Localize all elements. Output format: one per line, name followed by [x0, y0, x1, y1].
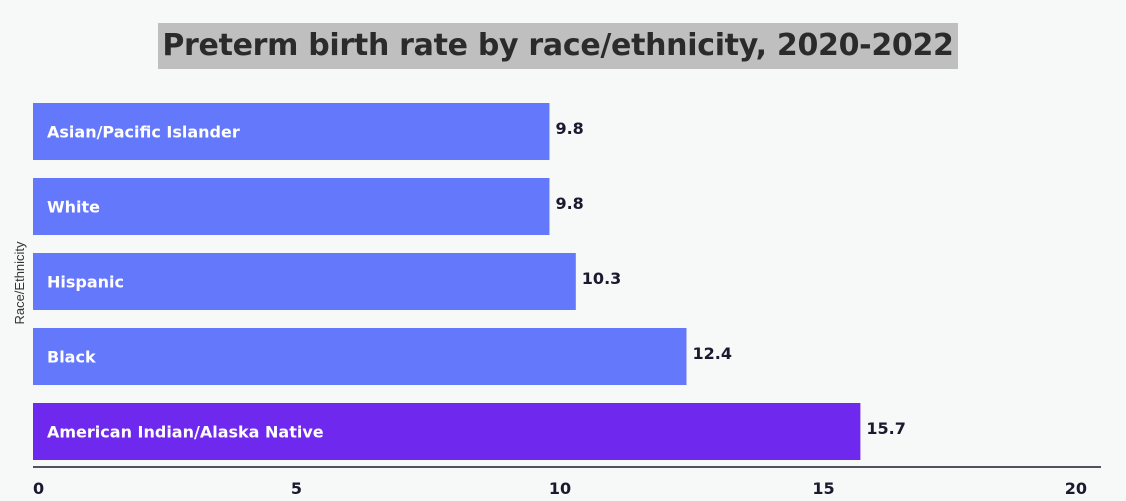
x-tick-label: 10: [549, 479, 571, 498]
bar-value-label: 12.4: [692, 344, 731, 363]
x-tick-label: 5: [291, 479, 302, 498]
x-tick-label: 0: [33, 479, 44, 498]
bar-category-label: White: [47, 198, 100, 217]
bar-value-label: 9.8: [555, 119, 583, 138]
bar-hispanic: [33, 253, 576, 310]
bar-american-indian-alaska-native: [33, 403, 861, 460]
bar-category-label: Black: [47, 348, 96, 367]
bar-black: [33, 328, 687, 385]
bar-category-label: American Indian/Alaska Native: [47, 423, 324, 442]
bar-category-label: Hispanic: [47, 273, 124, 292]
bar-white: [33, 178, 550, 235]
bar-value-label: 15.7: [866, 419, 905, 438]
bar-asian-pacific-islander: [33, 103, 550, 160]
bar-value-label: 9.8: [555, 194, 583, 213]
bar-category-label: Asian/Pacific Islander: [47, 123, 240, 142]
x-tick-label: 15: [812, 479, 834, 498]
chart-title: Preterm birth rate by race/ethnicity, 20…: [158, 23, 958, 69]
bar-value-label: 10.3: [582, 269, 621, 288]
x-tick-label: 20: [1065, 479, 1087, 498]
